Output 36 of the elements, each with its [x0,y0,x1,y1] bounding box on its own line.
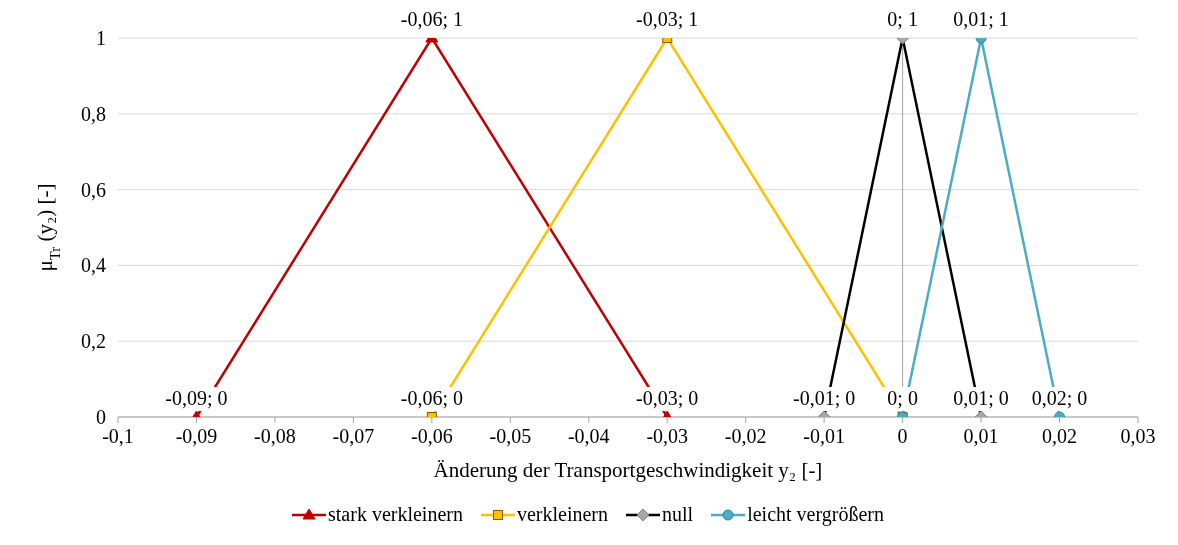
y-tick-label: 0,2 [81,330,106,353]
x-tick-label: -0,01 [803,425,845,448]
legend-label: leicht vergrößern [747,503,884,526]
data-label: 0,01; 1 [953,8,1009,30]
y-tick-label: 1 [96,27,106,49]
x-tick-label: 0,01 [963,425,999,448]
x-axis-title: Änderung der Transportgeschwindigkeit y₂ [-] [433,458,823,482]
data-label: -0,01; 0 [793,387,856,409]
data-label: -0,06; 0 [400,387,463,409]
x-tick-label: -0,03 [646,425,689,448]
x-tick-label: -0,08 [254,425,296,448]
y-tick-label: 0,8 [81,102,106,125]
data-label: -0,03; 0 [636,387,699,409]
x-tick-label: -0,05 [489,425,532,448]
x-tick-label: -0,02 [724,425,767,448]
x-tick-label: -0,1 [102,425,134,448]
y-tick-label: 0 [96,406,106,428]
data-label: 0; 0 [887,387,918,409]
x-tick-label: -0,04 [567,425,610,448]
x-tick-label: -0,07 [332,425,375,448]
legend-label: verkleinern [516,503,609,526]
x-tick-label: 0,02 [1042,425,1078,448]
data-label: 0,02; 0 [1031,387,1088,409]
data-label: -0,06; 1 [400,8,463,30]
x-tick-label: 0 [897,425,908,448]
legend-label: stark verkleinern [328,503,463,526]
x-tick-label: -0,06 [411,425,453,448]
data-label: 0,01; 0 [953,387,1009,409]
x-tick-label: -0,09 [175,425,218,448]
y-tick-label: 0,4 [81,254,106,277]
data-label: -0,09; 0 [165,387,228,409]
y-tick-label: 0,6 [81,178,106,201]
data-label: 0; 1 [887,8,918,30]
legend-label: null [662,503,694,526]
data-label: -0,03; 1 [636,8,699,30]
x-tick-label: 0,03 [1120,425,1156,448]
